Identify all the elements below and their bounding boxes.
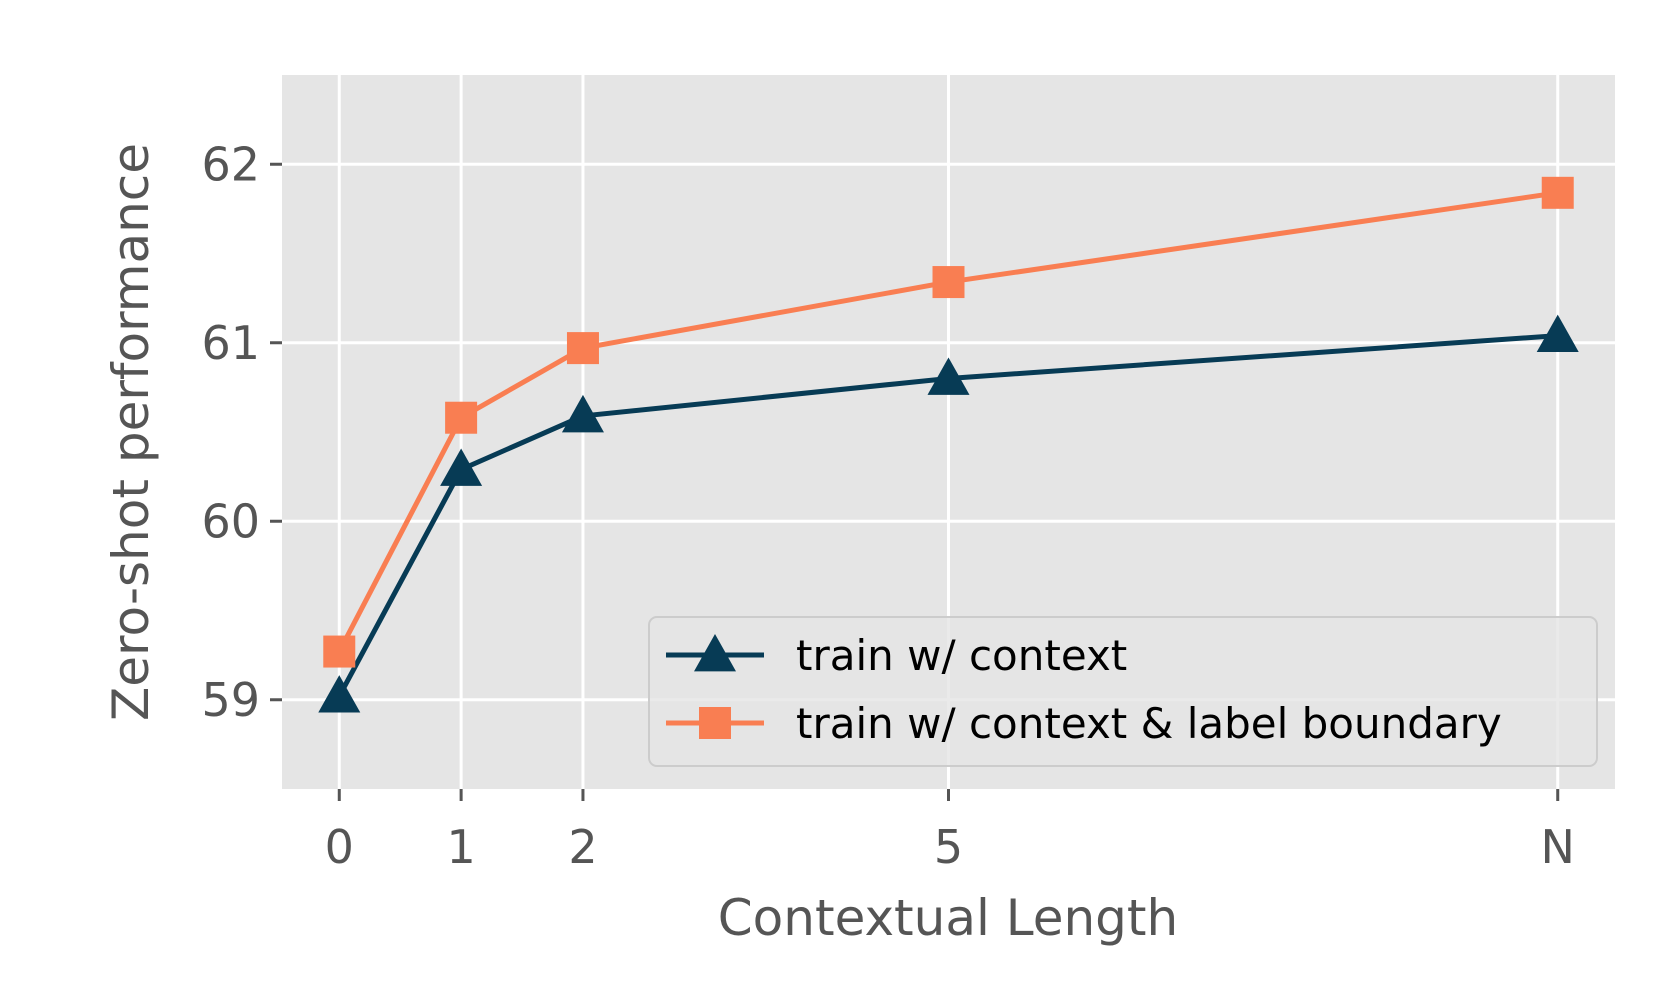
y-tick-label: 61 [201, 316, 260, 370]
x-axis-title: Contextual Length [718, 889, 1178, 947]
legend-box [648, 616, 1598, 767]
data-point [318, 675, 361, 713]
x-tick-label: 0 [325, 820, 354, 874]
x-tick-label: N [1541, 820, 1575, 874]
axis-ticks: 0 1 2 5 N 59 60 61 62 [201, 137, 1574, 874]
series-train-w-context-label-boundary [323, 176, 1574, 668]
data-point [566, 332, 599, 365]
x-tick-label: 2 [568, 820, 597, 874]
x-tick-label: 5 [934, 820, 963, 874]
y-tick-label: 60 [201, 494, 260, 548]
data-point [561, 394, 604, 433]
legend-entries: train w/ context train w/ context & label… [666, 631, 1502, 748]
data-point [932, 266, 965, 299]
legend-marker [699, 707, 731, 739]
data-point [445, 401, 478, 434]
legend-label: train w/ context [796, 631, 1127, 680]
data-point [927, 357, 970, 395]
y-axis-title: Zero-shot performance [102, 143, 160, 721]
data-point [1541, 176, 1574, 209]
legend-marker [694, 634, 736, 672]
series-layer [318, 176, 1579, 713]
legend-item: train w/ context & label boundary [666, 699, 1502, 748]
y-tick-label: 59 [201, 673, 260, 727]
data-point [1536, 314, 1579, 352]
legend-label: train w/ context & label boundary [796, 699, 1502, 748]
legend-item: train w/ context [666, 631, 1127, 680]
x-tick-label: 1 [446, 820, 475, 874]
data-point [323, 635, 356, 668]
data-point [440, 448, 483, 486]
legend: train w/ context train w/ context & label… [648, 616, 1598, 767]
y-tick-label: 62 [201, 137, 260, 191]
series-train-w-context [318, 314, 1579, 713]
